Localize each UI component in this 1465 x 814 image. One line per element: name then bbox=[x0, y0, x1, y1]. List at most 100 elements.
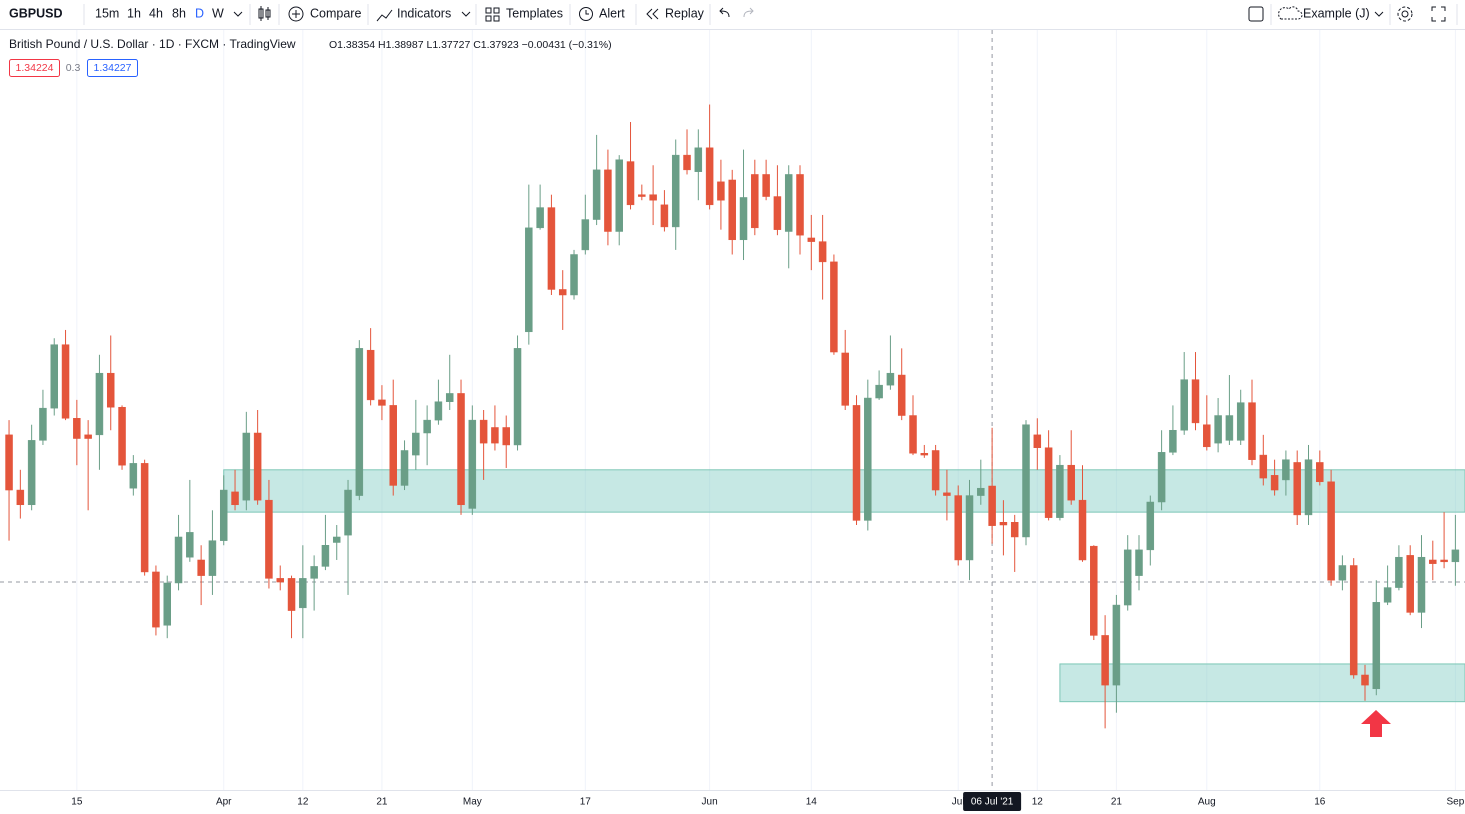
candle-body bbox=[604, 169, 612, 232]
fullscreen-button[interactable] bbox=[1431, 6, 1446, 22]
candle-body bbox=[1090, 545, 1098, 636]
alert-icon[interactable] bbox=[579, 7, 593, 21]
indicators-dropdown[interactable] bbox=[461, 11, 471, 17]
candle-body bbox=[299, 578, 307, 609]
settings-button[interactable] bbox=[1397, 6, 1413, 22]
interval-button[interactable]: 4h bbox=[149, 6, 163, 20]
alert-button[interactable]: Alert bbox=[599, 6, 625, 20]
candle-body bbox=[163, 582, 171, 626]
candle-body bbox=[649, 194, 657, 201]
candle-body bbox=[852, 405, 861, 521]
indicators-button[interactable]: Indicators bbox=[397, 6, 451, 20]
candle-body bbox=[118, 406, 126, 466]
undo-button[interactable] bbox=[719, 7, 730, 18]
interval-button[interactable]: W bbox=[212, 6, 224, 20]
layout-name[interactable]: Example (J) bbox=[1303, 6, 1370, 20]
crosshair-time-box bbox=[963, 792, 1022, 811]
ask-box[interactable] bbox=[87, 59, 138, 77]
layout-dropdown[interactable] bbox=[1374, 11, 1384, 17]
candle-body bbox=[1123, 549, 1132, 606]
compare-icon[interactable] bbox=[288, 6, 304, 22]
candle-body bbox=[1327, 481, 1335, 581]
legend-symbol: British Pound / U.S. Dollar · 1D · FXCM … bbox=[9, 37, 296, 51]
candle-body bbox=[1101, 635, 1109, 686]
candle-body bbox=[1338, 565, 1347, 581]
candle-body bbox=[931, 450, 940, 491]
candle-body bbox=[796, 174, 804, 236]
candle-body bbox=[265, 499, 273, 579]
candle-body bbox=[717, 181, 725, 201]
candle-body bbox=[1010, 522, 1019, 538]
candle-body bbox=[784, 174, 793, 232]
candle-body bbox=[954, 495, 962, 561]
x-tick-label: Apr bbox=[216, 797, 232, 808]
interval-button[interactable]: 1h bbox=[127, 6, 141, 20]
candle-body bbox=[412, 432, 420, 456]
candle-body bbox=[423, 419, 431, 434]
candle-body bbox=[39, 407, 47, 441]
candle-body bbox=[999, 522, 1008, 526]
candle-body bbox=[1293, 462, 1301, 516]
candle-body bbox=[1440, 559, 1448, 563]
interval-dropdown[interactable] bbox=[233, 11, 243, 17]
candle-body bbox=[1372, 602, 1381, 690]
candle-body bbox=[445, 393, 454, 402]
candle-body bbox=[1203, 424, 1211, 448]
candle-body bbox=[1417, 556, 1426, 613]
candle-body bbox=[84, 434, 92, 439]
candle-body bbox=[140, 463, 149, 573]
replay-icon[interactable] bbox=[646, 8, 659, 20]
interval-button[interactable]: 8h bbox=[172, 6, 186, 20]
interval-button[interactable]: 15m bbox=[95, 6, 119, 20]
redo-button[interactable] bbox=[743, 7, 754, 18]
templates-button[interactable]: Templates bbox=[506, 6, 563, 20]
bid-box[interactable] bbox=[9, 59, 60, 77]
candle-body bbox=[1056, 464, 1064, 518]
candle-body bbox=[739, 197, 748, 241]
candle-body bbox=[1270, 475, 1279, 491]
x-tick-label: May bbox=[463, 797, 482, 808]
candle-body bbox=[434, 401, 443, 421]
symbol-search[interactable]: GBPUSD bbox=[9, 6, 62, 20]
candle-body bbox=[1022, 424, 1030, 538]
candle-body bbox=[807, 237, 816, 242]
candle-body bbox=[773, 196, 782, 230]
candle-body bbox=[355, 348, 364, 496]
candle-body bbox=[219, 489, 228, 541]
chart-type-button[interactable] bbox=[258, 6, 271, 21]
x-tick-label: Jun bbox=[702, 797, 718, 808]
ask-price: 1.34227 bbox=[94, 62, 132, 74]
candle-body bbox=[5, 434, 13, 491]
candle-body bbox=[344, 489, 352, 536]
candle-body bbox=[513, 348, 522, 446]
compare-button[interactable]: Compare bbox=[310, 6, 361, 20]
candle-body bbox=[1349, 565, 1358, 676]
candle-body bbox=[638, 194, 646, 197]
candle-body bbox=[1157, 452, 1166, 503]
candle-body bbox=[1383, 587, 1392, 603]
candle-body bbox=[310, 566, 318, 579]
templates-icon[interactable] bbox=[485, 7, 500, 22]
candle-body bbox=[50, 344, 58, 409]
crosshair-time-label: 06 Jul '21 bbox=[971, 797, 1014, 808]
candle-body bbox=[1180, 379, 1188, 431]
replay-button[interactable]: Replay bbox=[665, 6, 705, 20]
cloud-icon[interactable] bbox=[1278, 6, 1303, 20]
layout-select-button[interactable] bbox=[1248, 6, 1264, 22]
candle-body bbox=[1214, 415, 1222, 444]
candle-body bbox=[231, 491, 239, 506]
candle-body bbox=[502, 427, 510, 446]
candle-body bbox=[818, 241, 827, 263]
candle-body bbox=[1135, 549, 1143, 576]
interval-button[interactable]: D bbox=[195, 6, 204, 20]
indicators-icon[interactable] bbox=[376, 9, 393, 22]
candle-body bbox=[197, 559, 205, 576]
candle-body bbox=[73, 418, 81, 439]
candle-body bbox=[468, 419, 477, 509]
bid-price[interactable]: 1.34224 bbox=[16, 62, 54, 74]
candle-body bbox=[1146, 501, 1155, 551]
candle-body bbox=[1406, 555, 1414, 613]
candle-body bbox=[988, 485, 996, 526]
candle-body bbox=[558, 289, 567, 296]
